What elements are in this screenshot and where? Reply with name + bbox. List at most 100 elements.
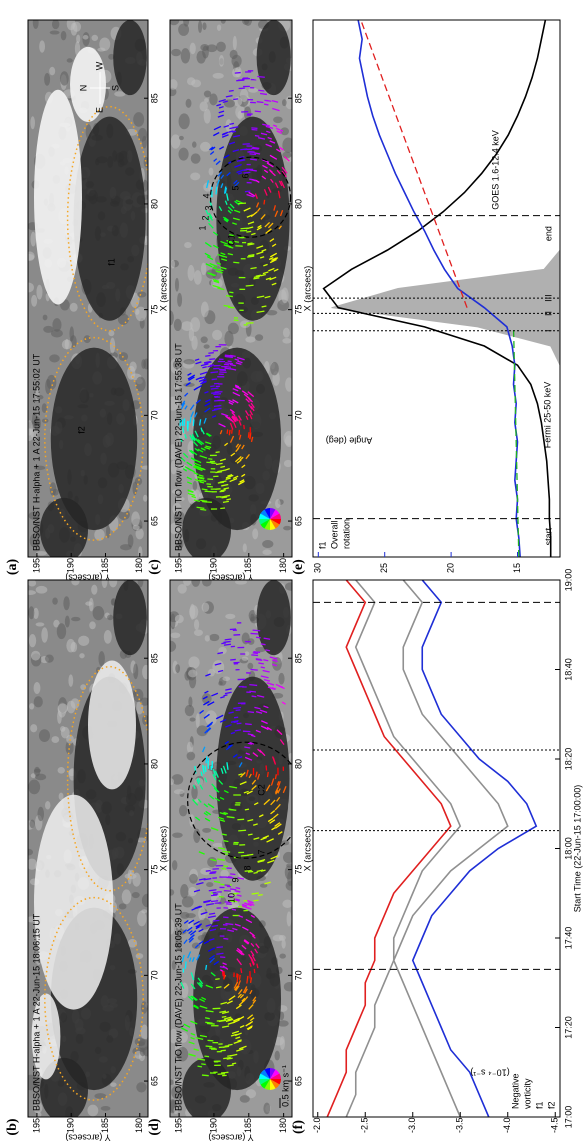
flow-arrow	[245, 769, 249, 777]
texture	[45, 800, 51, 810]
flow-arrow	[237, 756, 243, 759]
flow-arrow	[252, 652, 259, 655]
flow-arrow	[207, 838, 215, 842]
flow-arrow	[233, 134, 241, 138]
flow-arrow	[253, 802, 259, 806]
marker-label: end	[543, 226, 553, 241]
texture	[61, 339, 73, 350]
flow-arrow	[187, 951, 192, 959]
flow-arrow	[193, 920, 200, 926]
texture	[108, 580, 118, 588]
flow-arrow	[223, 487, 230, 490]
texture	[100, 1106, 111, 1111]
flow-arrow	[190, 1032, 196, 1036]
flow-arrow	[222, 500, 230, 504]
texture	[29, 533, 40, 548]
texture	[207, 668, 215, 677]
texture	[244, 651, 250, 656]
texture	[174, 277, 179, 292]
texture	[53, 619, 60, 628]
flow-arrow	[259, 709, 268, 714]
flow-arrow	[224, 367, 232, 370]
texture	[178, 805, 188, 817]
flow-arrow	[220, 1071, 229, 1074]
flow-arrow	[227, 253, 233, 256]
flow-arrow	[222, 850, 231, 853]
texture	[170, 444, 178, 460]
flow-arrow	[180, 402, 186, 410]
texture	[171, 774, 184, 785]
flow-arrow	[240, 771, 246, 778]
color-wheel	[270, 508, 276, 519]
texture	[191, 79, 202, 88]
flow-arrow	[179, 437, 183, 443]
flow-arrow	[181, 1027, 189, 1032]
flow-arrow	[233, 706, 242, 710]
texture	[41, 627, 48, 643]
flow-arrow	[249, 1017, 255, 1022]
flow-arrow	[234, 416, 239, 421]
flow-arrow	[250, 914, 256, 918]
flow-arrow	[263, 103, 269, 106]
flow-arrow	[224, 187, 228, 194]
flow-arrow	[230, 731, 236, 735]
y-axis-label: Y (arcsecs)	[208, 1133, 253, 1142]
flow-arrow	[213, 244, 219, 249]
texture	[37, 806, 45, 822]
flow-arrow	[274, 210, 279, 217]
flow-arrow	[226, 876, 234, 879]
flow-arrow	[233, 209, 241, 213]
flow-arrow	[260, 643, 266, 646]
flow-arrow	[272, 124, 278, 128]
flow-arrow	[197, 448, 204, 453]
flow-arrow	[229, 422, 234, 430]
flow-arrow	[225, 922, 234, 926]
flow-arrow	[187, 372, 192, 376]
flow-arrow	[211, 415, 217, 418]
texture	[234, 66, 242, 78]
flow-arrow	[250, 405, 255, 412]
flow-arrow	[219, 490, 225, 493]
texture	[109, 337, 116, 354]
flow-arrow	[226, 193, 229, 201]
flow-arrow	[204, 1017, 210, 1020]
flow-arrow	[209, 151, 215, 155]
flow-arrow	[203, 417, 207, 424]
texture	[201, 693, 212, 704]
texture	[282, 337, 292, 344]
texture	[245, 336, 256, 343]
flow-arrow	[204, 391, 209, 394]
flow-arrow	[197, 1058, 206, 1061]
flow-arrow	[191, 956, 195, 962]
flow-arrow	[229, 203, 235, 209]
texture	[193, 619, 200, 631]
flow-arrow	[181, 400, 186, 407]
flow-arrow	[182, 468, 188, 472]
annotation: f1	[317, 541, 327, 549]
texture	[50, 329, 63, 338]
flow-arrow	[212, 278, 220, 283]
flow-arrow	[222, 962, 227, 966]
flow-arrow	[254, 152, 261, 155]
texture	[195, 713, 200, 729]
flow-arrow	[197, 1065, 203, 1068]
texture	[49, 354, 60, 363]
texture	[187, 264, 195, 281]
flow-arrow	[274, 803, 281, 811]
flow-arrow	[224, 468, 230, 471]
annotation: f1	[106, 258, 116, 266]
flow-arrow	[227, 241, 234, 245]
flow-arrow	[251, 695, 257, 698]
dark-region	[256, 20, 291, 96]
flow-arrow	[190, 411, 195, 418]
flow-arrow	[252, 629, 261, 632]
flow-arrow	[244, 869, 252, 872]
flow-arrow	[248, 773, 252, 779]
flow-arrow	[248, 191, 256, 197]
flow-arrow	[226, 1057, 233, 1060]
texture	[272, 934, 284, 942]
texture	[216, 24, 222, 31]
flow-arrow	[189, 416, 192, 424]
flow-arrow	[247, 899, 254, 904]
texture	[173, 789, 185, 795]
